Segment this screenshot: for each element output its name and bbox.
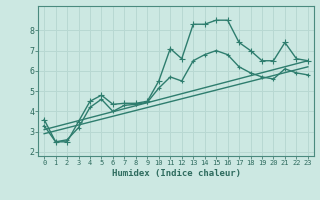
X-axis label: Humidex (Indice chaleur): Humidex (Indice chaleur) (111, 169, 241, 178)
